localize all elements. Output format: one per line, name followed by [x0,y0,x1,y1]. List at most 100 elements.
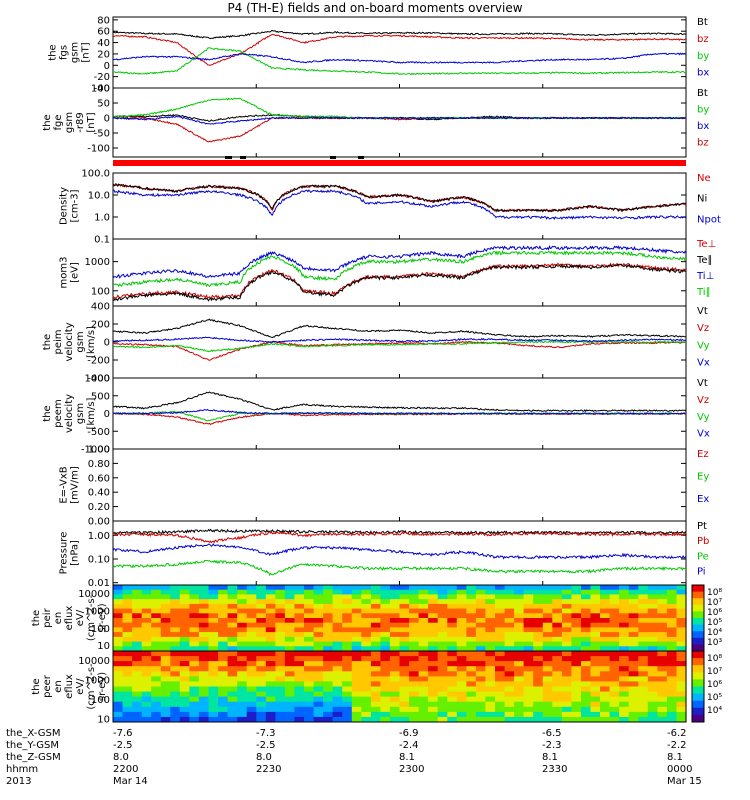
spectrogram-cell [638,711,649,718]
spectrogram-cell [265,646,276,652]
spectrogram-cell [657,676,668,682]
spectrogram-cell [647,656,658,662]
spectrogram-cell [676,646,687,652]
spectrogram-cell [504,716,515,723]
spectrogram-cell [495,608,506,614]
spectrogram-cell [600,622,611,628]
spectrogram-cell [456,632,467,638]
panel-6: the peem velocity gsm [km/s]10005000-500-100… [42,374,710,456]
spectrogram-cell [361,632,372,638]
spectrogram-cell [409,666,420,672]
spectrogram-cell [198,622,209,628]
spectrogram-cell [342,603,353,610]
series-line-Ti⊥ [112,244,687,279]
panel-frame [112,650,687,723]
spectrogram-cell [227,585,238,591]
spectrogram-cell [313,589,324,595]
spectrogram-cell [657,585,668,591]
mode-bar [113,160,686,166]
spectrogram-cell [523,613,534,619]
spectrogram-cell [475,706,486,713]
spectrogram-cell [657,636,668,643]
spectrogram-cell [647,676,658,682]
spectrogram-cell [437,618,448,624]
spectrogram-cell [380,603,391,610]
spectrogram-cell [198,666,209,672]
spectrogram-cell [218,641,229,647]
y-tick-label: -1000 [81,445,110,456]
spectrogram-cell [466,696,477,703]
series-line-bz [112,33,687,66]
y-tick-label: 0.01 [88,578,110,589]
spectrogram-cell [256,686,267,693]
spectrogram-cell [552,599,563,605]
spectrogram-cell [590,613,601,619]
spectrogram-cell [475,681,486,687]
spectrogram-cell [533,632,544,638]
spectrogram-cell [552,651,563,657]
y-axis-label: Pressure [59,532,70,575]
legend-entry: Vx [697,357,710,368]
spectrogram-cell [198,696,209,703]
spectrogram-cell [418,594,429,600]
spectrogram-cell [380,686,391,693]
spectrogram-cell [132,585,143,591]
spectrogram-cell [160,686,171,693]
spectrogram-cell [275,608,286,614]
spectrogram-cell [399,632,410,638]
spectrogram-cell [609,627,620,633]
spectrogram-cell [447,589,458,595]
spectrogram-cell [447,651,458,657]
y-axis-label: the [42,114,53,130]
spectrogram-cell [113,585,124,591]
spectrogram-cell [179,661,190,667]
spectrogram-cell [418,661,429,667]
spectrogram-cell [380,696,391,703]
spectrogram-cell [456,691,467,698]
spectrogram-cell [189,676,200,682]
spectrogram-cell [666,603,677,610]
spectrogram-cell [647,603,658,610]
spectrogram-cell [342,632,353,638]
spectrogram-cell [676,651,687,657]
spectrogram-cell [151,585,162,591]
spectrogram-cell [227,622,238,628]
spectrogram-cell [208,701,219,708]
series-line-Npot [112,189,687,221]
spectrogram-cell [628,608,639,614]
spectrogram-cell [590,651,601,657]
spectrogram-cell [581,711,592,718]
spectrogram-cell [495,696,506,703]
spectrogram-cell [504,711,515,718]
spectrogram-cell [284,589,295,595]
spectrogram-cell [198,691,209,698]
spectrogram-cell [304,681,315,687]
legend-entry: Pi [697,567,706,578]
spectrogram-cell [571,711,582,718]
y-tick-label: 40 [97,38,110,49]
spectrogram-cell [151,603,162,610]
spectrogram-cell [437,613,448,619]
spectrogram-cell [504,691,515,698]
spectrogram-cell [628,613,639,619]
spectrogram-cell [265,585,276,591]
spectrogram-cell [552,656,563,662]
spectrogram-cell [552,681,563,687]
spectrogram-cell [447,706,458,713]
spectrogram-cell [542,706,553,713]
y-axis-label: gsm [75,403,86,424]
spectrogram-cell [495,622,506,628]
spectrogram-cell [160,651,171,657]
spectrogram-cell [552,589,563,595]
spectrogram-cell [151,618,162,624]
spectrogram-cell [227,706,238,713]
spectrogram-cell [638,696,649,703]
y-tick-label: 0.60 [88,473,110,484]
spectrogram-cell [456,666,467,672]
spectrogram-cell [208,585,219,591]
spectrogram-cell [456,646,467,652]
spectrogram-cell [657,632,668,638]
spectrogram-cell [504,641,515,647]
spectrogram-cell [294,696,305,703]
spectrogram-cell [113,676,124,682]
